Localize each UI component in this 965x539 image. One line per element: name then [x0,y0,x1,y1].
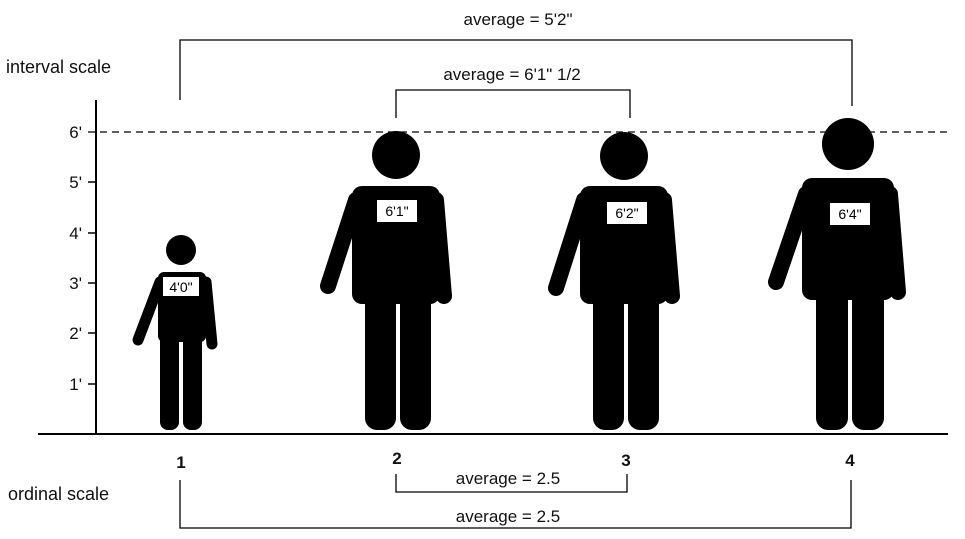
height-badge [163,277,199,296]
y-tick-label: 1' [69,375,82,394]
y-tick-label: 2' [69,324,82,343]
figure-leg [160,330,179,430]
ordinal-all-average: average = 2.5 [456,507,560,526]
figure-head [822,118,874,170]
figure-head [600,132,648,180]
height-badge [377,200,417,222]
figure-head [372,131,420,179]
person-figure-4: 6'4" [768,118,906,430]
figure-torso [352,186,440,304]
figure-leg [365,290,396,430]
y-tick-label: 6' [69,123,82,142]
figure-leg [593,290,624,430]
figure-arm [768,186,814,290]
ordinal-middle-average: average = 2.5 [456,469,560,488]
figure-arm [656,192,680,304]
figure-leg [816,286,848,430]
person-figure-3: 6'2" [548,132,680,430]
interval-all-average: average = 5'2" [464,10,573,29]
interval-middle-average: average = 6'1" 1/2 [443,65,580,84]
ordinal-scale-label: ordinal scale [8,484,109,504]
rank-label: 3 [621,451,630,470]
interval-all-bracket [179,39,853,106]
rank-label: 1 [176,453,185,472]
height-value: 4'0" [169,279,192,295]
y-tick-label: 3' [69,274,82,293]
figure-arm [132,276,166,346]
figure-torso [802,178,894,300]
height-value: 6'1" [385,203,408,219]
figure-leg [400,290,431,430]
height-badge [830,203,870,225]
interval-middle-bracket [395,89,631,118]
figure-arm [882,186,906,300]
y-axis-ticks: 1' 2' 3' 4' 5' 6' [69,123,96,394]
figure-leg [628,290,659,430]
figure-head [166,235,196,265]
ordinal-all-bracket [179,480,852,529]
y-tick-label: 4' [69,224,82,243]
figure-leg [852,286,884,430]
rank-label: 4 [845,451,855,470]
y-tick-label: 5' [69,173,82,192]
figure-arm [428,192,452,304]
figure-leg [183,330,202,430]
height-badge [607,202,647,224]
interval-scale-label: interval scale [6,57,111,77]
person-figure-1: 4'0" [132,235,218,430]
rank-label: 2 [392,449,401,468]
height-value: 6'4" [838,206,861,222]
height-value: 6'2" [615,205,638,221]
figure-arm [200,276,218,350]
person-figure-2: 6'1" [320,131,452,430]
ordinal-middle-bracket [395,474,628,493]
figure-arm [320,192,364,294]
figure-arm [548,192,592,296]
